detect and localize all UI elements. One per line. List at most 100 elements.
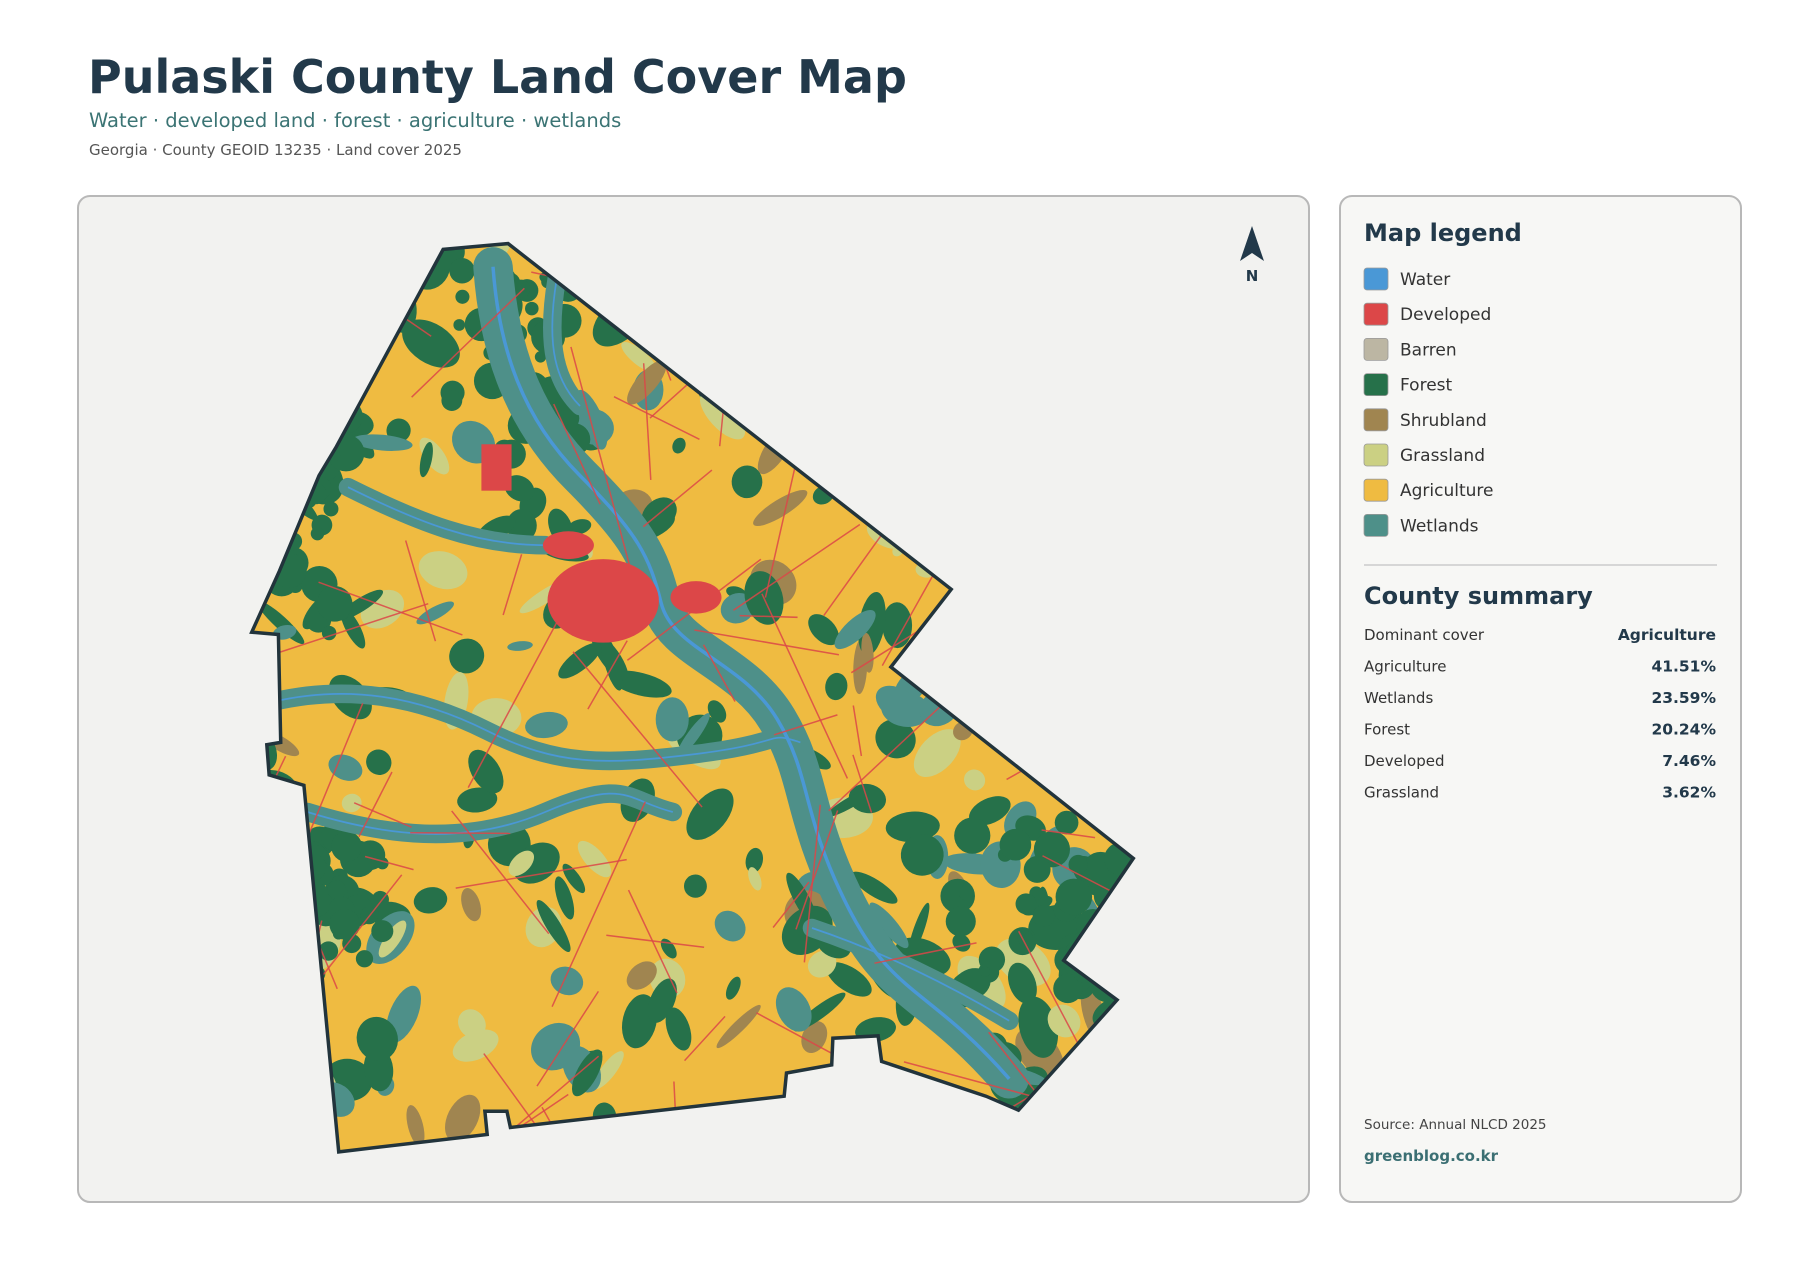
- legend-label: Grassland: [1400, 446, 1485, 466]
- forest-patch: [329, 909, 360, 940]
- road: [358, 771, 393, 838]
- forest-patch: [441, 390, 463, 411]
- cover-patch: [869, 902, 909, 949]
- cover-patch: [413, 887, 448, 914]
- forest-patch: [980, 966, 991, 978]
- road: [553, 403, 601, 505]
- cover-patch: [686, 788, 734, 840]
- legend-panel: [1339, 195, 1742, 1203]
- road: [903, 1061, 1038, 1099]
- forest-patch: [1055, 878, 1093, 916]
- road: [642, 363, 652, 481]
- cover-patch: [660, 938, 677, 959]
- cover-patch: [378, 920, 407, 958]
- cover-patch: [449, 638, 485, 674]
- forest-patch: [958, 885, 974, 901]
- forest-patch: [316, 585, 353, 622]
- water-channel: [272, 692, 801, 762]
- cover-patch: [600, 633, 623, 691]
- forest-patch: [371, 890, 389, 909]
- cover-patch: [550, 966, 584, 996]
- water-channel: [307, 792, 674, 835]
- cover-patch: [577, 840, 612, 878]
- cover-patch: [655, 697, 689, 742]
- cover-patch: [1008, 962, 1037, 1004]
- legend-swatch: [1363, 514, 1389, 537]
- cover-patch: [352, 434, 413, 451]
- cover-patch: [731, 465, 763, 499]
- summary-title: County summary: [1364, 582, 1593, 610]
- summary-label: Wetlands: [1364, 689, 1433, 707]
- cover-patch: [506, 509, 537, 542]
- summary-label: Forest: [1364, 721, 1410, 739]
- cover-patch: [964, 769, 986, 791]
- forest-patch: [534, 351, 547, 363]
- summary-value: 3.62%: [1662, 784, 1716, 802]
- cover-patch: [627, 360, 667, 405]
- developed-area: [542, 531, 594, 560]
- cover-patch: [328, 754, 363, 781]
- road: [772, 881, 810, 928]
- cover-patch: [745, 847, 764, 873]
- cover-patch: [969, 796, 1011, 826]
- summary-value: 41.51%: [1651, 658, 1716, 676]
- cover-patch: [1018, 996, 1059, 1058]
- cover-patch: [418, 551, 468, 590]
- cover-patch: [882, 602, 913, 649]
- cover-patch: [913, 729, 961, 778]
- cover-patch: [626, 961, 657, 990]
- road: [733, 523, 861, 611]
- forest-patch: [323, 501, 339, 517]
- cover-patch: [504, 475, 535, 502]
- road: [404, 540, 437, 642]
- cover-patch: [808, 614, 839, 646]
- forest-patch: [449, 258, 475, 284]
- cover-patch: [593, 1051, 624, 1089]
- developed-area: [547, 559, 659, 643]
- cover-patch: [507, 641, 533, 651]
- legend-swatch: [1363, 337, 1389, 361]
- cover-patch: [825, 672, 848, 701]
- cover-patch: [457, 787, 498, 813]
- subtitle: Water · developed land · forest · agricu…: [89, 109, 621, 132]
- cover-patch: [900, 834, 944, 876]
- road: [587, 640, 628, 710]
- forest-patch: [1017, 930, 1033, 946]
- road: [852, 705, 863, 757]
- developed-area: [670, 581, 722, 614]
- road: [881, 574, 935, 666]
- north-label: N: [1246, 267, 1259, 285]
- forest-patch: [331, 831, 362, 862]
- cover-patch: [875, 719, 916, 759]
- summary-value: Agriculture: [1618, 626, 1716, 644]
- road: [353, 802, 412, 828]
- legend-label: Agriculture: [1400, 481, 1494, 501]
- forest-patch: [453, 319, 466, 331]
- forest-patch: [511, 279, 531, 298]
- forest-patch: [1068, 854, 1088, 875]
- road: [627, 889, 678, 994]
- cover-patch: [562, 863, 586, 894]
- legend-label: Forest: [1400, 376, 1453, 396]
- county-border: [249, 241, 1136, 1154]
- summary-value: 20.24%: [1651, 721, 1716, 739]
- forest-patch: [355, 950, 374, 968]
- road: [642, 469, 713, 528]
- cover-patch: [416, 601, 455, 625]
- road: [795, 810, 839, 930]
- road: [739, 614, 798, 619]
- forest-patch: [455, 289, 470, 304]
- road: [572, 651, 703, 808]
- summary-value: 7.46%: [1662, 752, 1716, 770]
- cover-patch: [683, 874, 707, 898]
- road: [852, 754, 873, 813]
- cover-patch: [525, 711, 568, 739]
- road: [1042, 855, 1134, 919]
- cover-patch: [356, 1016, 398, 1061]
- road: [536, 990, 600, 1087]
- cover-patch: [419, 441, 433, 478]
- cover-patch: [468, 749, 504, 794]
- forest-patch: [376, 857, 389, 870]
- cover-patch: [406, 1105, 425, 1147]
- road: [828, 688, 960, 812]
